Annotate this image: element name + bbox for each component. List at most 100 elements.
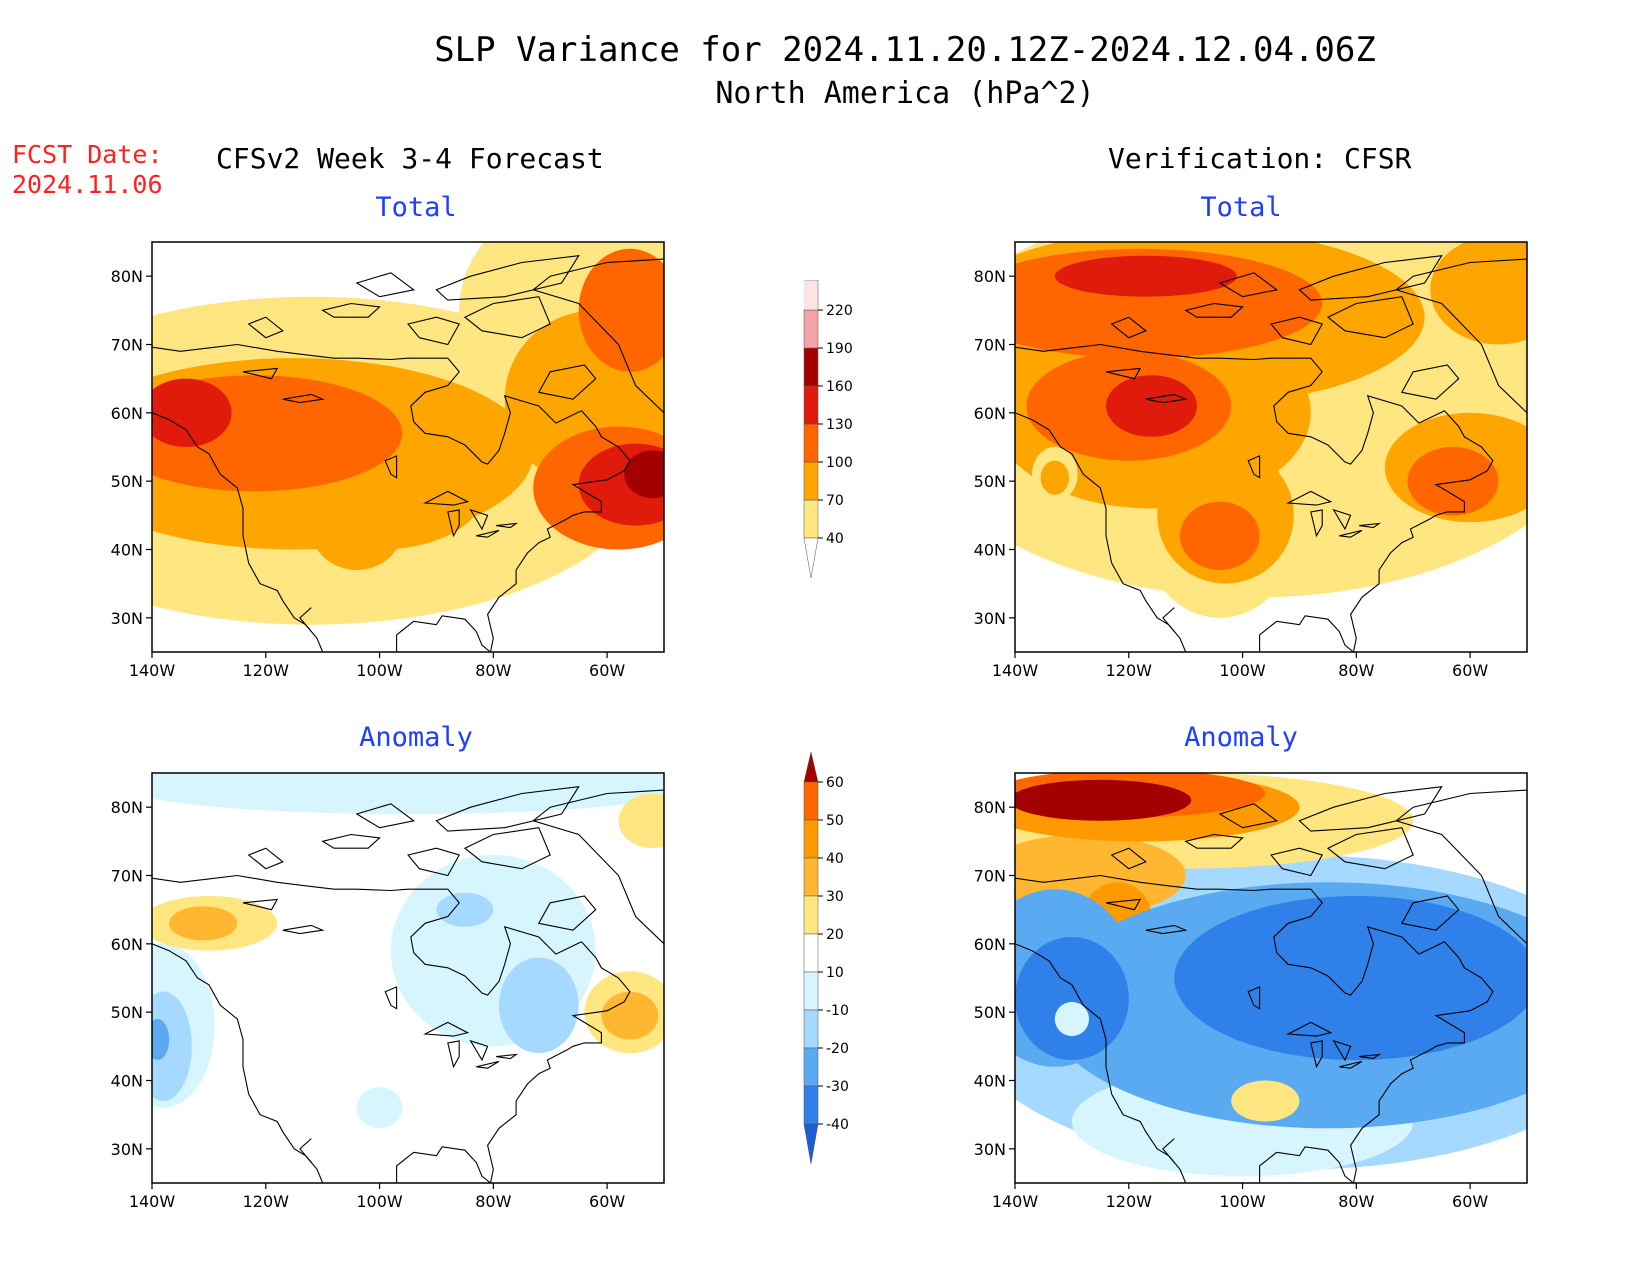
verification-total-contour-region [1180,501,1260,570]
anomaly-colorbar-tick-label: 30 [826,889,844,905]
verification-anomaly-contour-region [1015,779,1192,821]
verification-anomaly-label: Anomaly [1184,722,1298,753]
anomaly-colorbar-tick-label: 60 [826,775,844,791]
forecast-anomaly-lat-tick-label: 60N [111,935,143,954]
anomaly-colorbar-tick-label: 40 [826,851,844,867]
forecast-total-lon-tick-label: 80W [475,661,511,680]
total-colorbar: 40 70 100 130 160 190 220 [803,280,853,579]
anomaly-colorbar-upper-arrow [803,752,819,783]
forecast-total-lon-tick-label: 120W [243,661,290,680]
verification-anomaly-contour-region [1015,937,1129,1060]
anomaly-colorbar-tick-label: 10 [826,965,844,981]
forecast-anomaly-contour-region [601,991,659,1040]
verification-total-lon-tick-label: 80W [1338,661,1374,680]
verification-total-label: Total [1200,192,1282,223]
forecast-total-frame [151,241,665,653]
forecast-anomaly-lon-tick-label: 140W [129,1192,176,1211]
verification-anomaly-lat-tick-label: 50N [974,1003,1006,1022]
forecast-total-lat-tick-label: 60N [111,404,143,423]
fcst-date-label: FCST Date: [12,140,163,169]
forecast-anomaly-lat-tick-label: 40N [111,1072,143,1091]
forecast-anomaly-contour-region [499,957,579,1054]
anomaly-colorbar: 60 50 40 30 20 10 -10 -20 -30 -40 [803,752,849,1165]
forecast-anomaly-lat-tick-label: 30N [111,1140,143,1159]
total-colorbar-tick-label: 70 [826,493,844,509]
forecast-anomaly-lon-tick-label: 100W [356,1192,403,1211]
total-colorbar-swatch [803,309,819,349]
total-colorbar-tick-label: 130 [826,417,853,433]
forecast-anomaly-lat-tick-label: 70N [111,867,143,886]
anomaly-colorbar-swatch [803,781,819,821]
total-colorbar-swatch [803,499,819,539]
anomaly-colorbar-swatch [803,1085,819,1125]
verification-anomaly-lon-tick-label: 120W [1106,1192,1153,1211]
verification-total-lon-tick-label: 140W [992,661,1039,680]
verification-anomaly-contour-region [1054,1001,1089,1037]
forecast-anomaly-frame [151,772,665,1184]
total-colorbar-tick-label: 40 [826,531,844,547]
verification-total-lat-tick-label: 70N [974,336,1006,355]
verification-anomaly-lon-tick-label: 80W [1338,1192,1374,1211]
verification-total-contour-region [1040,460,1069,495]
anomaly-colorbar-swatch [803,971,819,1011]
forecast-anomaly-lon-tick-label: 60W [589,1192,625,1211]
forecast-total-contour-region [152,375,403,492]
anomaly-colorbar-swatch [803,1009,819,1049]
forecast-total-map: 80N 70N 60N 50N 40N 30N 140W 120W 100W 80W 60W [111,241,665,680]
forecast-anomaly-contour-region [152,1019,170,1060]
main-subtitle: North America (hPa^2) [715,76,1095,111]
verification-anomaly-map: 80N 70N 60N 50N 40N 30N 140W 120W 100W 80W 60W [974,772,1528,1211]
verification-anomaly-lat-tick-label: 80N [974,798,1006,817]
total-colorbar-upper-arrow [804,280,819,311]
forecast-total-label: Total [375,192,457,223]
forecast-total-lat-tick-label: 30N [111,609,143,628]
anomaly-colorbar-tick-label: -20 [826,1041,849,1057]
anomaly-colorbar-swatch [803,895,819,935]
verification-total-lon-tick-label: 120W [1106,661,1153,680]
total-colorbar-swatch [803,461,819,501]
forecast-anomaly-contour-region [436,892,494,927]
verification-total-lon-tick-label: 100W [1219,661,1266,680]
total-colorbar-lower-arrow [803,537,819,579]
total-colorbar-swatch [803,347,819,387]
forecast-anomaly-contour-region [152,773,664,814]
total-colorbar-tick-label: 100 [826,455,853,471]
forecast-total-contour-region [578,248,664,372]
verification-anomaly-lon-tick-label: 100W [1219,1192,1266,1211]
forecast-anomaly-lat-tick-label: 50N [111,1003,143,1022]
verification-anomaly-contour-region [1174,896,1527,1060]
total-colorbar-tick-label: 160 [826,379,853,395]
forecast-total-lon-tick-label: 140W [129,661,176,680]
verification-anomaly-lat-tick-label: 40N [974,1072,1006,1091]
verification-anomaly-frame [1014,772,1528,1184]
anomaly-colorbar-tick-label: 20 [826,927,844,943]
anomaly-colorbar-lower-arrow [803,1123,819,1165]
forecast-anomaly-lat-tick-label: 80N [111,798,143,817]
forecast-total-lon-tick-label: 100W [356,661,403,680]
forecast-anomaly-contour-region [152,991,192,1101]
forecast-anomaly-contour-region [618,793,664,849]
anomaly-colorbar-swatch [803,819,819,859]
total-colorbar-tick-label: 220 [826,303,853,319]
forecast-anomaly-map: 80N 70N 60N 50N 40N 30N 140W 120W 100W 80W 60W [111,772,665,1211]
verification-total-frame [1014,241,1528,653]
verification-anomaly-lat-tick-label: 70N [974,867,1006,886]
forecast-total-lat-tick-label: 70N [111,336,143,355]
forecast-anomaly-coastlines [152,786,664,1183]
verification-total-lat-tick-label: 40N [974,541,1006,560]
forecast-anomaly-lon-tick-label: 120W [243,1192,290,1211]
verification-total-lon-tick-label: 60W [1452,661,1488,680]
verification-total-lat-tick-label: 80N [974,267,1006,286]
verification-total-map: 80N 70N 60N 50N 40N 30N 140W 120W 100W 80W 60W [974,241,1528,680]
forecast-total-contour-region [311,488,403,570]
verification-total-contour-region [1054,255,1237,297]
verification-total-contour-region [1106,375,1197,437]
verification-total-coastlines [1015,255,1527,652]
verification-anomaly-lat-tick-label: 60N [974,935,1006,954]
forecast-total-lat-tick-label: 40N [111,541,143,560]
forecast-anomaly-lon-tick-label: 80W [475,1192,511,1211]
verification-total-contour-region [1407,447,1499,516]
anomaly-colorbar-tick-label: -30 [826,1079,849,1095]
forecast-anomaly-contour-region [356,1087,403,1129]
anomaly-colorbar-tick-label: 50 [826,813,844,829]
